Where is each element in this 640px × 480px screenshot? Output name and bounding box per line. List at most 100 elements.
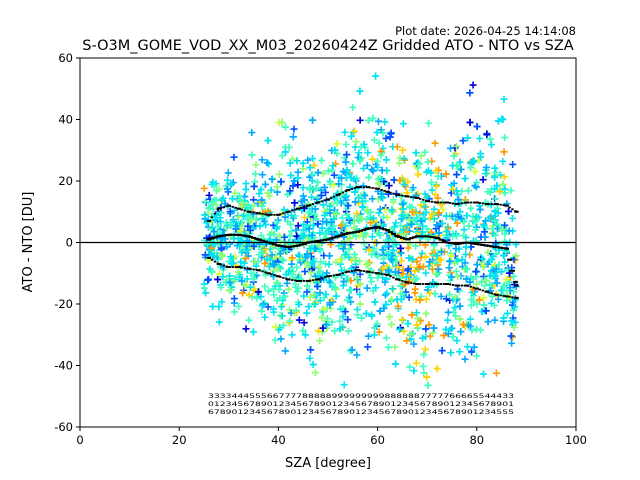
scatter-point [311, 272, 319, 280]
scatter-point [459, 320, 467, 328]
scatter-point [364, 343, 372, 351]
scatter-point [235, 302, 243, 310]
scatter-point [440, 331, 448, 339]
scatter-point [289, 133, 297, 141]
scatter-point [360, 240, 368, 248]
scatter-point [288, 260, 296, 268]
scatter-point [264, 287, 272, 295]
scatter-point [367, 274, 375, 282]
scatter-point [396, 325, 404, 333]
scatter-point [326, 209, 334, 217]
scatter-point [370, 245, 378, 253]
scatter-point [431, 290, 439, 298]
scatter-point [469, 81, 477, 89]
scatter-point [316, 337, 324, 345]
scatter-point [308, 170, 316, 178]
scatter-point [319, 324, 327, 332]
x-tick-label-0: 0 [76, 433, 83, 447]
scatter-point [444, 308, 452, 316]
scatter-point [450, 179, 458, 187]
scatter-point [486, 188, 494, 196]
scatter-point [435, 209, 443, 217]
scatter-point [310, 222, 318, 230]
scatter-point [322, 320, 330, 328]
scatter-point [227, 221, 235, 229]
scatter-point [475, 296, 483, 304]
scatter-point [473, 261, 481, 269]
scatter-point [325, 260, 333, 268]
scatter-point [307, 245, 315, 253]
scatter-point [456, 302, 464, 310]
scatter-point [451, 293, 459, 301]
scatter-point [306, 164, 314, 172]
scatter-point [421, 215, 429, 223]
scatter-point [353, 285, 361, 293]
scatter-point [510, 303, 518, 311]
scatter-point [275, 232, 283, 240]
scatter-point [396, 282, 404, 290]
scatter-point [471, 216, 479, 224]
scatter-point [332, 292, 340, 300]
scatter-point [225, 286, 233, 294]
scatter-point [342, 192, 350, 200]
scatter-point [393, 295, 401, 303]
scatter-point [457, 166, 465, 174]
scatter-point [314, 220, 322, 228]
scatter-point [462, 243, 470, 251]
scatter-point [453, 232, 461, 240]
scatter-point [431, 190, 439, 198]
scatter-point [371, 324, 379, 332]
scatter-point [281, 123, 289, 131]
scatter-point [339, 313, 347, 321]
scatter-point [276, 250, 284, 258]
scatter-point [264, 137, 272, 145]
scatter-point [509, 160, 517, 168]
scatter-point [307, 346, 315, 354]
scatter-point [308, 193, 316, 201]
scatter-point [377, 266, 385, 274]
scatter-point [349, 160, 357, 168]
scatter-point [278, 312, 286, 320]
scatter-point [261, 180, 269, 188]
scatter-point [494, 209, 502, 217]
scatter-point [303, 309, 311, 317]
scatter-point [419, 334, 427, 342]
scatter-point [265, 160, 273, 168]
scatter-point [453, 191, 461, 199]
scatter-point [309, 116, 317, 124]
scatter-point [472, 213, 480, 221]
scatter-point [471, 226, 479, 234]
scatter-point [339, 245, 347, 253]
scatter-point [384, 343, 392, 351]
scatter-point [316, 247, 324, 255]
scatter-point [472, 268, 480, 276]
scatter-point [362, 310, 370, 318]
scatter-point [230, 153, 238, 161]
scatter-point [448, 324, 456, 332]
scatter-point [210, 228, 218, 236]
scatter-point [454, 285, 462, 293]
scatter-point [344, 296, 352, 304]
scatter-point [342, 158, 350, 166]
scatter-point [511, 256, 519, 264]
scatter-point [309, 155, 317, 163]
scatter-point [255, 288, 263, 296]
scatter-point [428, 210, 436, 218]
x-tick-label-5: 100 [565, 433, 587, 447]
scatter-point [264, 207, 272, 215]
scatter-point [363, 284, 371, 292]
scatter-point [452, 267, 460, 275]
scatter-point [394, 302, 402, 310]
scatter-point [350, 250, 358, 258]
scatter-point [466, 315, 474, 323]
scatter-point [458, 256, 466, 264]
scatter-point [470, 343, 478, 351]
scatter-point [295, 251, 303, 259]
scatter-point [329, 226, 337, 234]
scatter-point [364, 149, 372, 157]
scatter-point [410, 340, 418, 348]
scatter-point [262, 246, 270, 254]
scatter-point [438, 220, 446, 228]
scatter-point [346, 286, 354, 294]
scatter-point [428, 250, 436, 258]
